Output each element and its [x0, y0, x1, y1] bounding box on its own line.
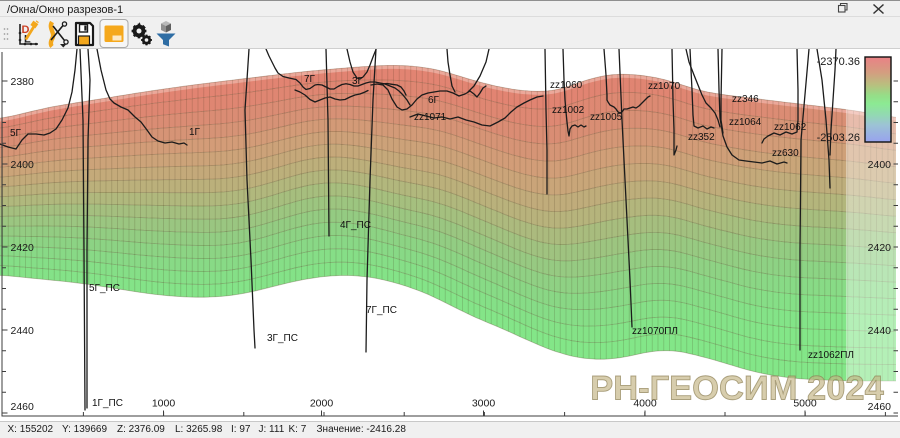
svg-text:D: D — [22, 24, 30, 36]
svg-text:3Г: 3Г — [352, 76, 364, 87]
svg-text:7Г: 7Г — [304, 74, 316, 85]
svg-text:2420: 2420 — [868, 242, 892, 254]
svg-text:2420: 2420 — [11, 242, 35, 254]
svg-text:1Г_ПС: 1Г_ПС — [92, 398, 123, 409]
svg-text:2400: 2400 — [11, 159, 35, 171]
svg-text:2380: 2380 — [11, 76, 35, 88]
svg-text:7Г_ПС: 7Г_ПС — [366, 305, 397, 316]
svg-text:5Г: 5Г — [10, 128, 22, 139]
svg-text:zz1070: zz1070 — [648, 81, 681, 92]
svg-text:3000: 3000 — [472, 398, 496, 410]
svg-text:-2370.36: -2370.36 — [817, 56, 860, 68]
svg-text:3Г_ПС: 3Г_ПС — [267, 333, 298, 344]
svg-text:zz346: zz346 — [732, 94, 759, 105]
svg-text:6Г: 6Г — [428, 95, 440, 106]
svg-text:zz1062: zz1062 — [774, 122, 807, 133]
svg-text:zz1060: zz1060 — [550, 80, 583, 91]
svg-text:L: L — [24, 34, 31, 46]
svg-text:2400: 2400 — [868, 159, 892, 171]
svg-text:1000: 1000 — [152, 398, 176, 410]
svg-text:2460: 2460 — [868, 401, 892, 413]
svg-text:-2503.26: -2503.26 — [817, 132, 860, 144]
svg-text:zz1002: zz1002 — [552, 105, 585, 116]
svg-text:zz630: zz630 — [772, 148, 799, 159]
svg-text:2440: 2440 — [868, 325, 892, 337]
svg-text:zz1071: zz1071 — [414, 112, 447, 123]
svg-text:4000: 4000 — [633, 398, 657, 410]
svg-text:1Г: 1Г — [189, 127, 201, 138]
svg-text:2000: 2000 — [310, 398, 334, 410]
svg-text:2440: 2440 — [11, 325, 35, 337]
svg-text:zz1070ПЛ: zz1070ПЛ — [632, 326, 678, 337]
svg-text:4Г_ПС: 4Г_ПС — [340, 220, 371, 231]
svg-text:РН-ГЕОСИМ 2024: РН-ГЕОСИМ 2024 — [590, 370, 884, 408]
svg-text:zz1064: zz1064 — [729, 117, 762, 128]
svg-text:zz1062ПЛ: zz1062ПЛ — [808, 350, 854, 361]
svg-text:2460: 2460 — [11, 401, 35, 413]
svg-text:zz1005: zz1005 — [590, 112, 623, 123]
svg-text:zz352: zz352 — [688, 132, 715, 143]
svg-text:5Г_ПС: 5Г_ПС — [89, 283, 120, 294]
svg-text:5000: 5000 — [793, 398, 817, 410]
